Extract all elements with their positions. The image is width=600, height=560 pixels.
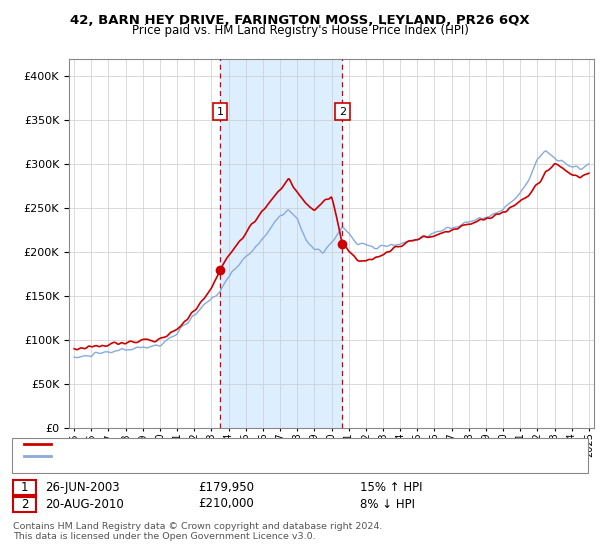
Text: 8% ↓ HPI: 8% ↓ HPI [360,497,415,511]
Text: HPI: Average price, detached house, South Ribble: HPI: Average price, detached house, Sout… [54,451,313,461]
Text: 20-AUG-2010: 20-AUG-2010 [45,497,124,511]
Text: 2: 2 [339,106,346,116]
Text: 15% ↑ HPI: 15% ↑ HPI [360,480,422,494]
Text: 42, BARN HEY DRIVE, FARINGTON MOSS, LEYLAND, PR26 6QX: 42, BARN HEY DRIVE, FARINGTON MOSS, LEYL… [70,14,530,27]
Text: 1: 1 [21,481,28,494]
Text: 42, BARN HEY DRIVE, FARINGTON MOSS, LEYLAND, PR26 6QX (detached house): 42, BARN HEY DRIVE, FARINGTON MOSS, LEYL… [54,438,469,449]
Text: 26-JUN-2003: 26-JUN-2003 [45,480,119,494]
Text: £210,000: £210,000 [198,497,254,511]
Text: 1: 1 [217,106,223,116]
Text: 2: 2 [21,498,28,511]
Text: This data is licensed under the Open Government Licence v3.0.: This data is licensed under the Open Gov… [13,532,316,541]
Text: Price paid vs. HM Land Registry's House Price Index (HPI): Price paid vs. HM Land Registry's House … [131,24,469,37]
Text: Contains HM Land Registry data © Crown copyright and database right 2024.: Contains HM Land Registry data © Crown c… [13,522,383,531]
Text: £179,950: £179,950 [198,480,254,494]
Bar [220,59,343,428]
